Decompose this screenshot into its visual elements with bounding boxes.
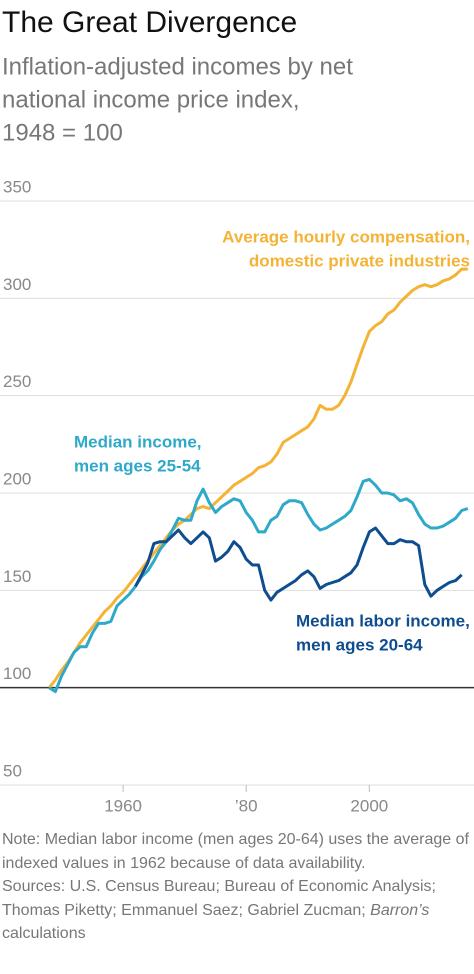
y-tick-label: 50 (3, 761, 22, 780)
x-tick-label: ’80 (235, 796, 258, 815)
subtitle: 1948 = 100 (2, 119, 123, 146)
series-line (48, 477, 469, 694)
series-label: Median income, (74, 432, 202, 451)
series-label: Median labor income, (296, 611, 470, 630)
y-tick-label: 350 (3, 177, 31, 196)
series-line (48, 267, 468, 689)
sources: Sources: U.S. Census Bureau; Bureau of E… (2, 875, 472, 946)
subtitle: national income price index, (2, 86, 300, 113)
chart-title: The Great Divergence (2, 6, 297, 39)
y-tick-label: 300 (3, 275, 31, 294)
y-tick-label: 100 (3, 664, 31, 683)
y-tick-label: 250 (3, 372, 31, 391)
y-tick-label: 200 (3, 469, 31, 488)
x-tick-label: 2000 (350, 796, 388, 815)
sources-italic: Barron’s (370, 901, 430, 919)
subtitle: Inflation-adjusted incomes by net (2, 53, 353, 80)
sources-text: calculations (2, 925, 86, 942)
series-line (134, 526, 463, 602)
series-label: men ages 25-54 (74, 456, 201, 475)
sources-text: Sources: U.S. Census Bureau; Bureau of E… (2, 878, 436, 919)
x-tick-label: 1960 (104, 796, 142, 815)
y-tick-label: 150 (3, 567, 31, 586)
note: Note: Median labor income (men ages 20-6… (2, 831, 469, 872)
series-label: Average hourly compensation, (222, 227, 470, 246)
chart: The Great Divergence Inflation-adjusted … (0, 6, 474, 815)
series-label: men ages 20-64 (296, 635, 423, 654)
notes: Note: Median labor income (men ages 20-6… (2, 828, 472, 946)
series-label: domestic private industries (249, 251, 470, 270)
